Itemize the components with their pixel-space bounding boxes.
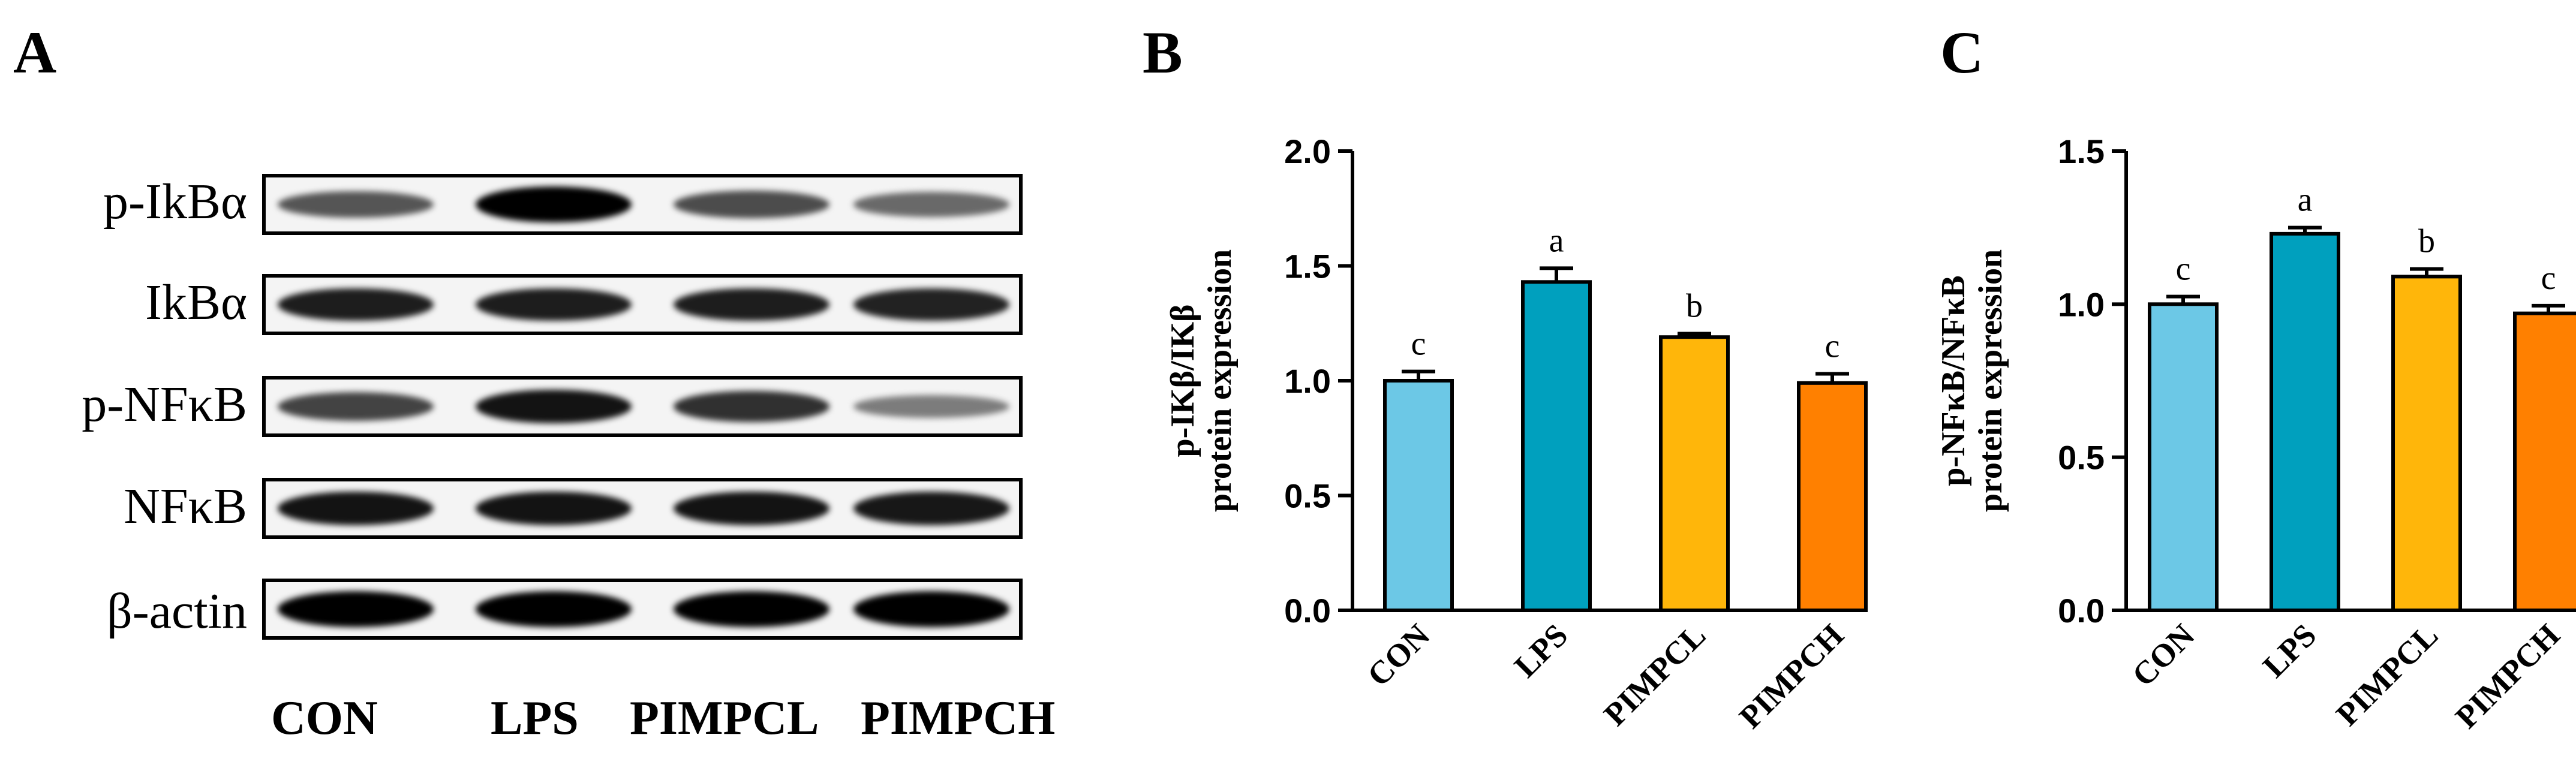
blot-band <box>674 391 829 422</box>
blot-band <box>853 591 1009 627</box>
x-tick-label: PIMPCL <box>1597 617 1712 733</box>
blot-band <box>853 288 1009 321</box>
x-tick-label: LPS <box>2256 617 2323 684</box>
blot-band <box>278 191 434 218</box>
bar-pimpch <box>2513 311 2576 612</box>
bar-con <box>1383 379 1454 612</box>
y-axis-label-line2: protein expression <box>1972 249 2009 512</box>
bar-pimpcl <box>2391 275 2462 612</box>
x-tick-label: CON <box>1360 617 1436 693</box>
blot-band <box>476 389 632 424</box>
x-tick-label: PIMPCH <box>2448 617 2566 735</box>
significance-label: c <box>1825 328 1840 365</box>
blot-row-label: p-NFκB <box>82 377 247 432</box>
blot-row-label: NFκB <box>124 478 247 534</box>
bar-lps <box>2270 231 2340 612</box>
blot-lane-label: PIMPCH <box>861 692 1056 745</box>
blot-band <box>476 491 632 526</box>
blot-strip <box>262 579 1023 640</box>
significance-label: a <box>2298 182 2313 219</box>
blot-lane-label: CON <box>271 692 378 745</box>
blot-band <box>674 491 829 526</box>
blot-band <box>476 591 632 627</box>
significance-label: b <box>1686 287 1703 324</box>
blot-row-label: IkBα <box>145 275 247 330</box>
blot-lane-label: LPS <box>491 692 579 745</box>
y-tick-label: 0.0 <box>1284 592 1331 630</box>
bar-chart-c: 0.0 0.5 1.0 1.5 p-NFκB/NFκB protein expressio… <box>1935 132 2576 735</box>
bar-lps <box>1521 280 1592 612</box>
blot-band <box>853 395 1009 418</box>
y-axis-label-line1: p-NFκB/NFκB <box>1935 275 1972 486</box>
blot-band <box>278 392 434 421</box>
y-tick-label: 1.5 <box>1284 248 1331 285</box>
y-tick-label: 0.5 <box>2058 439 2105 477</box>
blot-lane-label: PIMPCL <box>630 692 819 745</box>
blot-band <box>674 288 829 321</box>
panel-letter-a: A <box>13 19 57 86</box>
blot-band <box>853 492 1009 525</box>
significance-label: c <box>2541 260 2556 297</box>
blot-band <box>278 491 434 526</box>
blot-strip <box>262 478 1023 539</box>
blot-row-label: β-actin <box>107 583 247 639</box>
blot-strip <box>262 174 1023 235</box>
blot-band <box>853 192 1009 217</box>
bar-con <box>2148 302 2219 612</box>
y-tick-label: 1.5 <box>2058 132 2105 170</box>
y-tick-label: 0.0 <box>2058 592 2105 630</box>
significance-label: c <box>1411 326 1426 363</box>
y-tick-label: 1.0 <box>1284 362 1331 400</box>
blot-band <box>278 288 434 321</box>
blot-band <box>674 190 829 219</box>
blot-band <box>674 591 829 627</box>
y-tick-label: 0.5 <box>1284 477 1331 515</box>
y-tick-label: 2.0 <box>1284 132 1331 170</box>
x-tick-label: CON <box>2125 617 2201 693</box>
blot-band <box>476 186 632 222</box>
panel-letter-c: C <box>1940 19 1984 86</box>
bar-pimpch <box>1797 381 1868 613</box>
significance-label: c <box>2176 251 2191 288</box>
bar-chart-b: 0.0 0.5 1.0 1.5 2.0 p-IKβ/IKβ protein expressi… <box>1164 132 1868 735</box>
blot-row-label: p-IkBα <box>103 174 247 230</box>
significance-label: b <box>2418 223 2435 260</box>
blot-strip <box>262 274 1023 335</box>
y-axis-label-line2: protein expression <box>1201 249 1239 512</box>
blot-strip <box>262 376 1023 437</box>
y-axis-label-line1: p-IKβ/IKβ <box>1164 304 1201 457</box>
x-tick-label: PIMPCH <box>1732 617 1850 735</box>
blot-band <box>278 591 434 627</box>
x-tick-label: PIMPCL <box>2329 617 2445 733</box>
blot-band <box>476 288 632 321</box>
significance-label: a <box>1549 222 1564 259</box>
panel-letter-b: B <box>1143 19 1183 86</box>
bar-pimpcl <box>1659 335 1730 612</box>
x-tick-label: LPS <box>1507 617 1574 684</box>
y-tick-label: 1.0 <box>2058 285 2105 323</box>
